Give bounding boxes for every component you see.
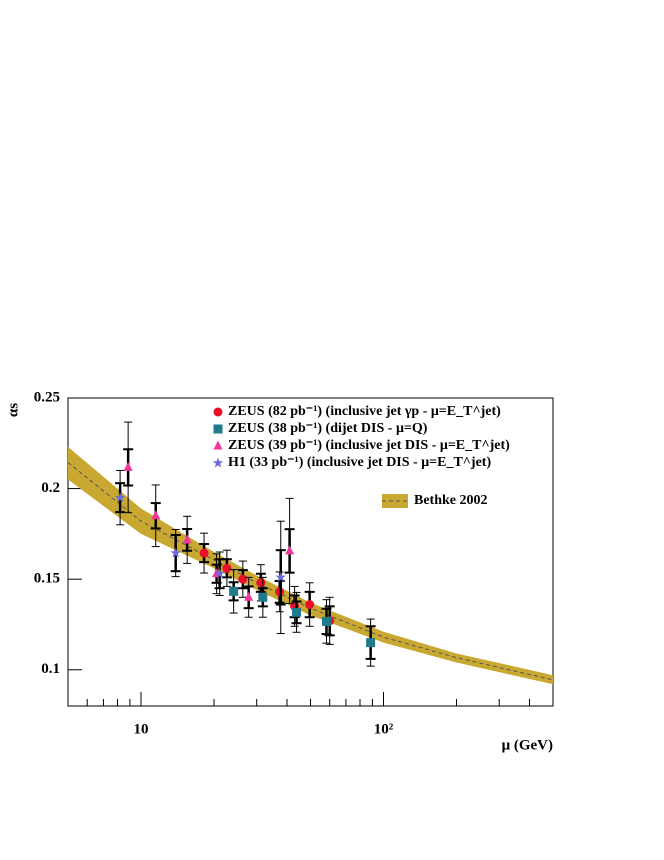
data-point [238,574,248,584]
data-point [275,571,286,582]
data-point [170,547,181,558]
legend-marker [213,407,223,417]
legend-marker [212,457,224,468]
data-point [258,592,268,602]
legend-label: H1 (33 pb⁻¹) (inclusive jet DIS - μ=E_T^… [228,455,491,470]
data-point [305,600,315,610]
data-point [123,461,133,471]
x-tick-label: 10² [374,721,394,737]
legend-label: ZEUS (82 pb⁻¹) (inclusive jet γp - μ=E_T… [228,404,501,419]
y-tick-label: 0.1 [41,661,60,677]
y-tick-label: 0.25 [34,389,60,405]
legend-band-swatch [382,494,408,508]
data-point [285,545,295,555]
data-point [256,578,266,588]
data-point [292,607,302,617]
data-point [114,492,126,503]
legend-marker [213,424,223,434]
y-axis-label: αs [5,403,21,417]
x-tick-label: 10 [133,721,148,737]
legend-label: Bethke 2002 [414,493,488,508]
data-point [222,563,232,573]
x-axis-label: μ (GeV) [502,737,553,753]
band-area [68,446,553,685]
legend-label: ZEUS (39 pb⁻¹) (inclusive jet DIS - μ=E_… [228,438,510,453]
legend-marker [213,440,223,450]
data-point [244,591,254,601]
data-point [214,568,225,579]
data-point [366,638,376,648]
data-point [182,534,192,544]
legend-label: ZEUS (38 pb⁻¹) (dijet DIS - μ=Q) [228,421,428,436]
y-tick-label: 0.15 [34,571,60,587]
y-tick-label: 0.2 [41,480,60,496]
data-point [229,586,239,596]
data-point [321,616,331,626]
data-point [151,510,161,520]
data-point [199,548,209,558]
